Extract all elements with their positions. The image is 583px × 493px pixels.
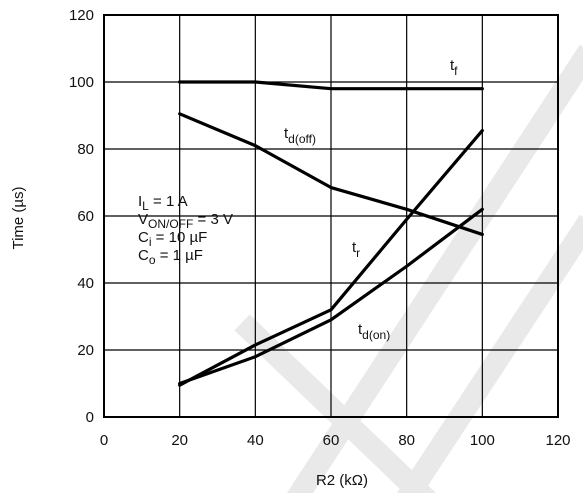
condition-line: VON/OFF = 3 V [138, 211, 233, 231]
condition-subscript: i [149, 235, 152, 249]
series-label-sub: d(on) [362, 328, 390, 342]
condition-subscript: L [142, 199, 149, 213]
series-label-tf: tf [450, 57, 458, 78]
condition-value: = 3 V [193, 211, 233, 228]
condition-symbol: I [138, 193, 142, 210]
x-tick-label: 20 [171, 432, 188, 449]
condition-line: IL = 1 A [138, 193, 188, 213]
x-tick-label: 120 [545, 432, 570, 449]
condition-subscript: ON/OFF [148, 217, 193, 231]
y-tick-label: 120 [69, 7, 94, 24]
series-line-tr [178, 128, 484, 387]
y-tick-label: 100 [69, 74, 94, 91]
series-label-sub: f [454, 64, 458, 78]
plot-frame [103, 14, 559, 418]
x-tick-label: 100 [470, 432, 495, 449]
series-label-main: t [352, 239, 357, 256]
y-tick-label: 40 [77, 275, 94, 292]
y-tick-label: 0 [86, 409, 94, 426]
tick-labels: 0 20 40 60 80 100 120 0 20 40 60 80 100 120 [69, 7, 571, 449]
y-tick-label: 20 [77, 342, 94, 359]
series-label-main: t [358, 321, 363, 338]
x-tick-label: 0 [100, 432, 108, 449]
condition-line: Ci = 10 µF [138, 229, 207, 249]
x-tick-label: 40 [247, 432, 264, 449]
x-axis-label: R2 (kΩ) [316, 472, 368, 489]
series-label-main: t [284, 125, 289, 142]
watermark [234, 44, 583, 493]
series-label-sub: d(off) [288, 132, 316, 146]
series-line-tf [178, 80, 484, 91]
series-label-tr: tr [352, 239, 360, 260]
condition-symbol: C [138, 229, 149, 246]
y-tick-label: 80 [77, 141, 94, 158]
series-line-td-off [178, 112, 484, 237]
series-group [178, 80, 484, 387]
series-label-main: t [450, 57, 455, 74]
condition-value: = 10 µF [152, 229, 208, 246]
condition-subscript: o [149, 253, 156, 267]
series-label-td-on: td(on) [358, 321, 390, 342]
x-tick-label: 60 [323, 432, 340, 449]
condition-value: = 1 A [149, 193, 188, 210]
condition-symbol: C [138, 247, 149, 264]
y-tick-label: 60 [77, 208, 94, 225]
series-label-td-off: td(off) [284, 125, 316, 146]
condition-value: = 1 µF [156, 247, 203, 264]
series-label-sub: r [356, 246, 360, 260]
x-tick-label: 80 [398, 432, 415, 449]
condition-symbol: V [138, 211, 148, 228]
y-axis-label: Time (µs) [10, 186, 27, 249]
condition-line: Co = 1 µF [138, 247, 203, 267]
series-line-td-on [178, 207, 484, 386]
